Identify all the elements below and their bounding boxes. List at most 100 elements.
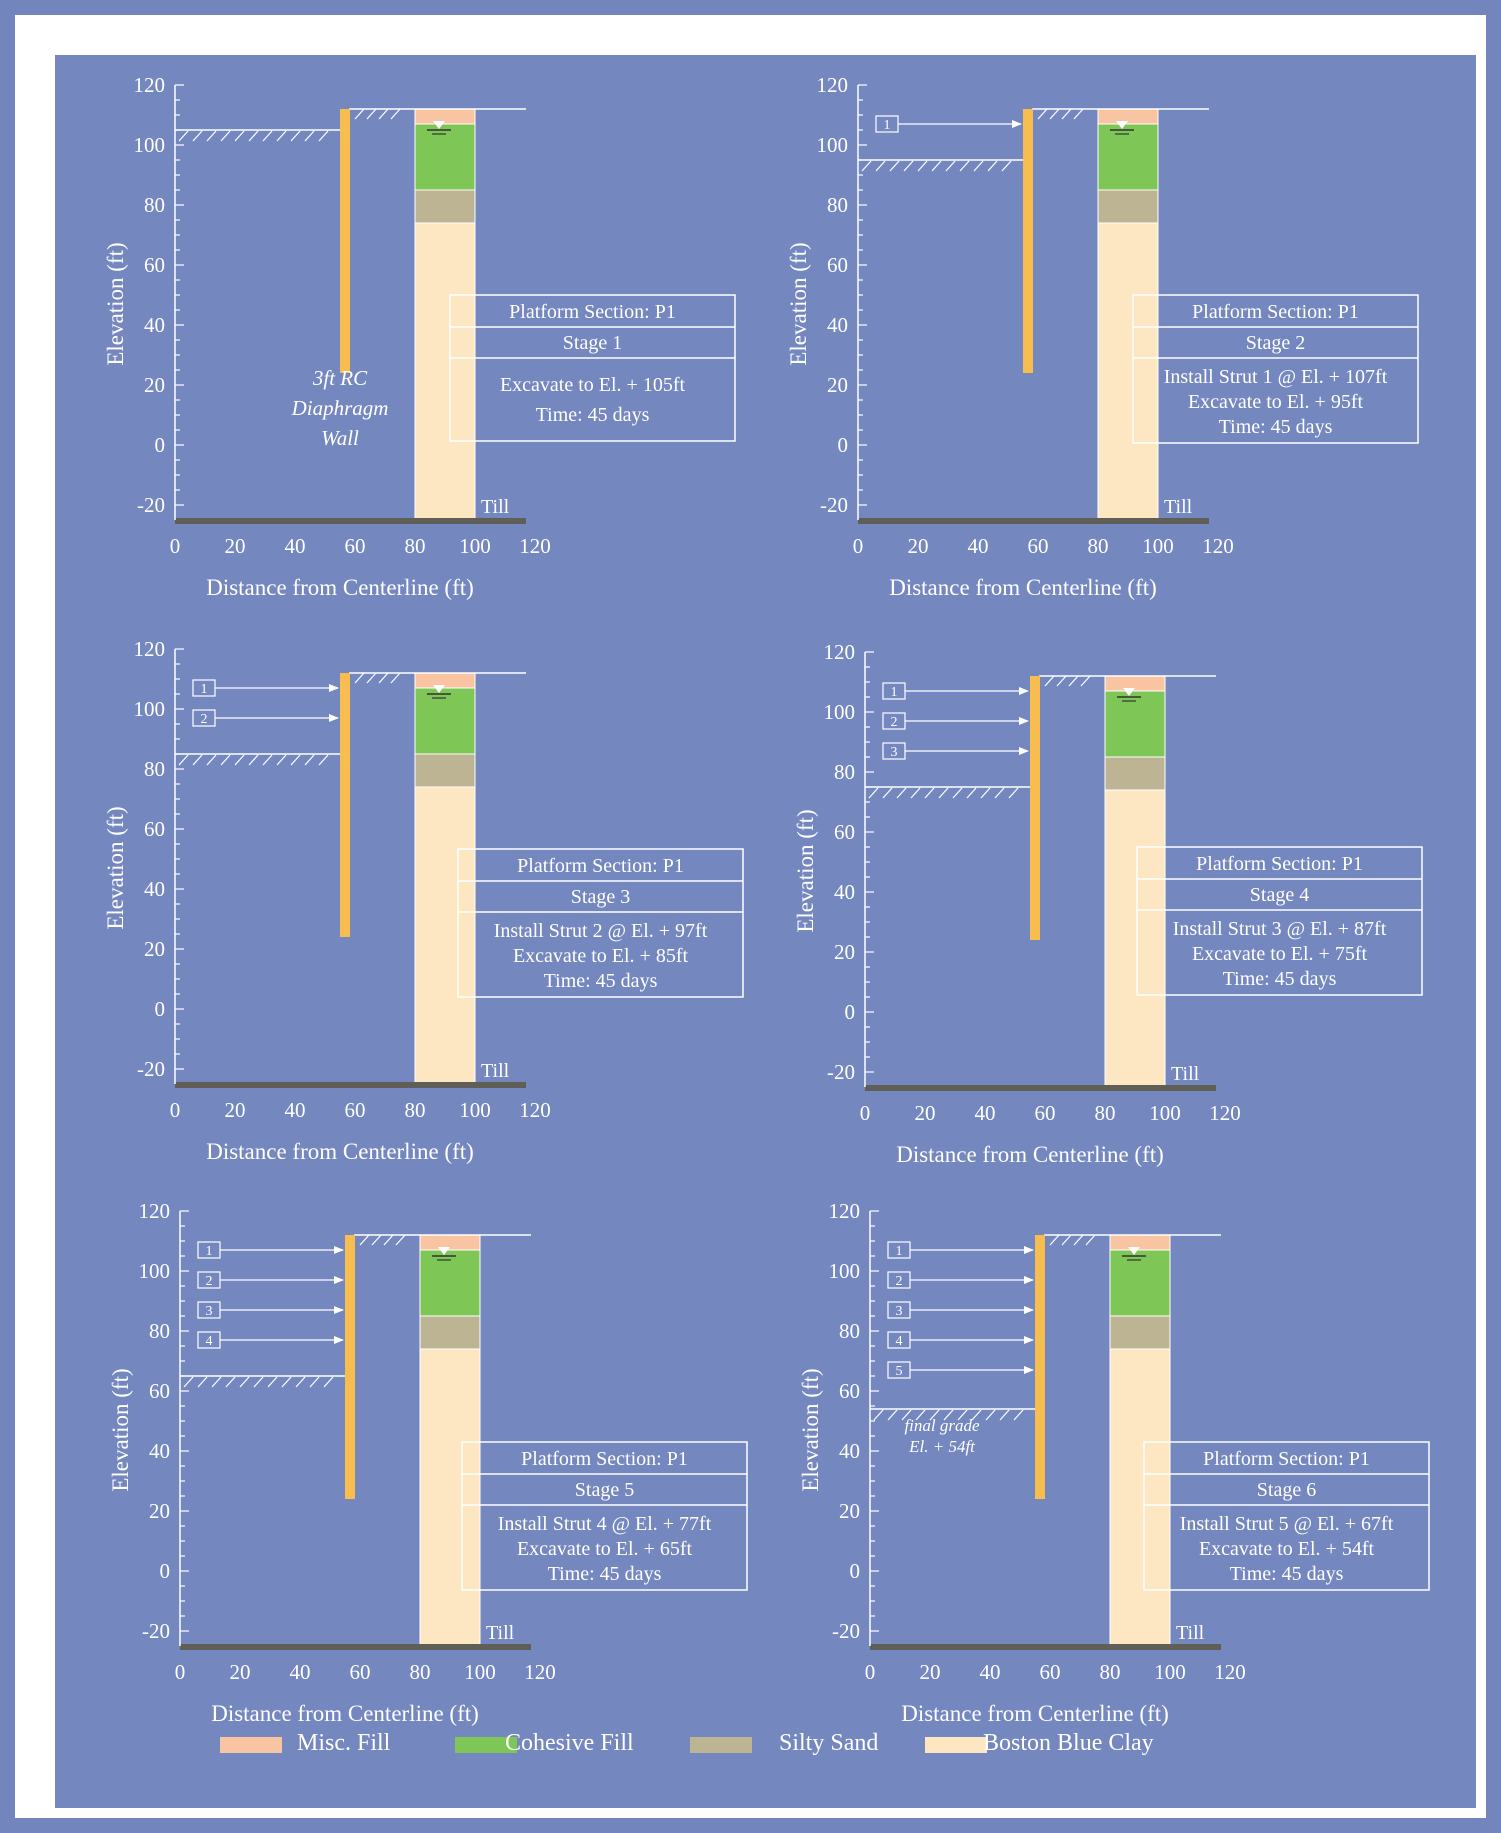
misc-fill-layer [414, 672, 476, 689]
y-tick-label: 40 [827, 313, 848, 337]
excavation-hatch [861, 160, 872, 172]
excavation-hatch [234, 130, 245, 142]
y-tick-label: 120 [824, 640, 856, 664]
x-tick-label: 40 [975, 1101, 996, 1125]
excavation-hatch [178, 754, 189, 766]
x-tick-label: 60 [1040, 1660, 1061, 1684]
ground-hatch [378, 108, 389, 120]
till-label: Till [1164, 496, 1193, 518]
ground-hatch [366, 672, 377, 684]
excavation-hatch [966, 787, 977, 799]
silty-sand-layer [414, 753, 476, 788]
y-tick-label: 20 [144, 937, 165, 961]
final-grade-note: El. + 54ft [908, 1437, 976, 1456]
strut-number: 4 [206, 1334, 213, 1349]
strut-number: 5 [896, 1364, 903, 1379]
info-box-header: Platform Section: P1 [1192, 301, 1359, 323]
info-box-line: Install Strut 4 @ El. + 77ft [498, 1513, 712, 1535]
info-box-stage: Stage 4 [1250, 884, 1309, 906]
excavation-hatch [211, 1376, 222, 1388]
till-layer [180, 1644, 531, 1650]
y-tick-label: 60 [149, 1379, 170, 1403]
y-tick-label: 80 [149, 1319, 170, 1343]
x-tick-label: 40 [980, 1660, 1001, 1684]
y-tick-label: 100 [817, 133, 849, 157]
silty-sand-layer [1104, 756, 1166, 791]
y-tick-label: 80 [144, 193, 165, 217]
y-tick-label: 20 [839, 1499, 860, 1523]
excavation-hatch [952, 787, 963, 799]
x-tick-label: 100 [1142, 534, 1174, 558]
silty-sand-layer [419, 1315, 481, 1350]
y-tick-label: 80 [144, 757, 165, 781]
excavation-hatch [220, 130, 231, 142]
boston-blue-clay-layer [1104, 789, 1166, 1088]
info-box-stage: Stage 3 [571, 886, 630, 908]
x-tick-label: 120 [519, 1098, 551, 1122]
excavation-hatch [868, 787, 879, 799]
y-tick-label: -20 [142, 1619, 170, 1643]
x-tick-label: 0 [853, 534, 864, 558]
excavation-hatch [1008, 787, 1019, 799]
excavation-hatch [290, 754, 301, 766]
excavation-hatch [276, 130, 287, 142]
legend-label: Cohesive Fill [505, 1730, 634, 1756]
excavation-hatch [889, 160, 900, 172]
excavation-hatch [875, 160, 886, 172]
excavation-hatch [999, 1409, 1010, 1421]
excavation-hatch [183, 1376, 194, 1388]
info-box-line: Time: 45 days [544, 970, 658, 992]
strut-number: 3 [891, 745, 898, 760]
strut-number: 4 [896, 1334, 903, 1349]
ground-hatch [1085, 1234, 1096, 1246]
till-label: Till [1176, 1622, 1205, 1644]
till-layer [858, 518, 1209, 524]
excavation-hatch [1001, 160, 1012, 172]
y-tick-label: 80 [839, 1319, 860, 1343]
info-box-line: Time: 45 days [536, 404, 650, 426]
excavation-hatch [915, 1409, 926, 1421]
diaphragm-wall [1023, 109, 1033, 373]
stage-panel-1: 3ft RCDiaphragmWallTill120100806040200-2… [103, 73, 736, 600]
y-tick-label: 20 [144, 373, 165, 397]
excavation-hatch [318, 754, 329, 766]
info-box-line: Install Strut 1 @ El. + 107ft [1164, 366, 1388, 388]
info-box-line: Time: 45 days [1230, 1563, 1344, 1585]
excavation-hatch [323, 1376, 334, 1388]
ground-hatch [1080, 675, 1091, 687]
y-tick-label: 120 [139, 1199, 171, 1223]
water-table-icon [433, 685, 445, 693]
x-tick-label: 120 [524, 1660, 556, 1684]
excavation-hatch [910, 787, 921, 799]
ground-hatch [354, 108, 365, 120]
x-tick-label: 100 [1149, 1101, 1181, 1125]
y-tick-label: 100 [829, 1259, 861, 1283]
y-tick-label: 60 [144, 253, 165, 277]
silty-sand-layer [414, 189, 476, 224]
info-box-header: Platform Section: P1 [517, 855, 684, 877]
excavation-stages-diagram: 3ft RCDiaphragmWallTill120100806040200-2… [103, 73, 1430, 1756]
diaphragm-wall [1030, 676, 1040, 940]
y-tick-label: 80 [834, 760, 855, 784]
diaphragm-wall [1035, 1235, 1045, 1499]
strut-number: 3 [206, 1304, 213, 1319]
legend-swatch [455, 1737, 517, 1753]
ground-hatch [371, 1234, 382, 1246]
legend-swatch [925, 1737, 987, 1753]
x-tick-label: 80 [1095, 1101, 1116, 1125]
excavation-hatch [206, 754, 217, 766]
excavation-hatch [924, 787, 935, 799]
y-axis-label: Elevation (ft) [793, 809, 818, 932]
legend-label: Silty Sand [779, 1730, 878, 1756]
misc-fill-layer [1097, 108, 1159, 125]
excavation-hatch [903, 160, 914, 172]
ground-hatch [1061, 108, 1072, 120]
misc-fill-layer [1104, 675, 1166, 692]
strut-number: 2 [206, 1274, 213, 1289]
y-tick-label: 40 [834, 880, 855, 904]
x-tick-label: 60 [1035, 1101, 1056, 1125]
excavation-hatch [220, 754, 231, 766]
y-axis-label: Elevation (ft) [108, 1368, 133, 1491]
x-tick-label: 100 [1154, 1660, 1186, 1684]
excavation-hatch [318, 130, 329, 142]
